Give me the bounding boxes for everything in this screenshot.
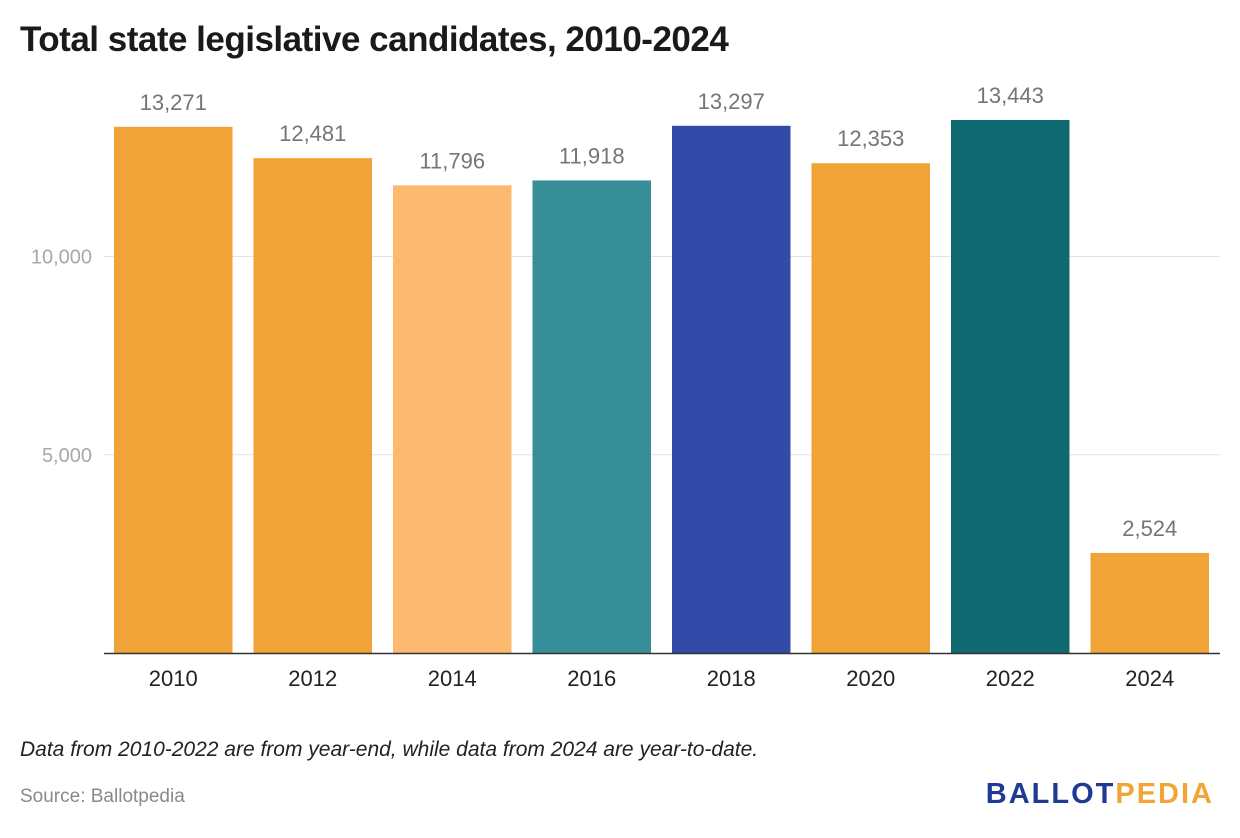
bar-2024: [1090, 552, 1209, 653]
chart-note: Data from 2010-2022 are from year-end, w…: [20, 738, 759, 761]
value-labels: 13,271 12,481 11,796 11,918 13,297 12,353 13,4…: [140, 83, 1178, 541]
ballotpedia-logo: BALLOTPEDIA: [986, 778, 1214, 811]
data-label-2020: 12,353: [837, 126, 904, 151]
bar-2012: [253, 158, 372, 654]
x-tick-label: 2024: [1125, 666, 1174, 691]
y-tick-label: 10,000: [31, 247, 92, 269]
data-label-2012: 12,481: [279, 121, 346, 146]
logo-part-ballot: BALLOT: [985, 778, 1116, 810]
chart-title: Total state legislative candidates, 2010…: [20, 20, 729, 59]
x-tick-label: 2012: [288, 666, 337, 691]
x-tick-label: 2016: [567, 666, 616, 691]
x-tick-label: 2018: [707, 666, 756, 691]
y-axis-ticks: 5,000 10,000: [31, 247, 92, 467]
bar-2010: [114, 126, 233, 654]
logo-part-pedia: PEDIA: [1115, 778, 1214, 810]
y-tick-label: 5,000: [42, 445, 92, 467]
x-axis-ticks: 2010 2012 2014 2016 2018 2020 2022 2024: [149, 666, 1174, 691]
bar-2018: [672, 125, 791, 653]
bar-2020: [811, 163, 930, 653]
x-tick-label: 2014: [428, 666, 477, 691]
data-label-2022: 13,443: [977, 83, 1044, 108]
data-label-2010: 13,271: [140, 90, 207, 115]
data-label-2018: 13,297: [698, 89, 765, 114]
bar-2022: [951, 120, 1070, 653]
source-credit: Source: Ballotpedia: [20, 786, 185, 807]
x-tick-label: 2022: [986, 666, 1035, 691]
data-label-2024: 2,524: [1122, 516, 1177, 541]
data-label-2014: 11,796: [419, 148, 485, 173]
bar-2016: [532, 180, 651, 654]
x-tick-label: 2010: [149, 666, 198, 691]
x-tick-label: 2020: [846, 666, 895, 691]
bar-2014: [393, 185, 512, 654]
data-label-2016: 11,918: [559, 143, 625, 168]
bars: [114, 120, 1209, 654]
